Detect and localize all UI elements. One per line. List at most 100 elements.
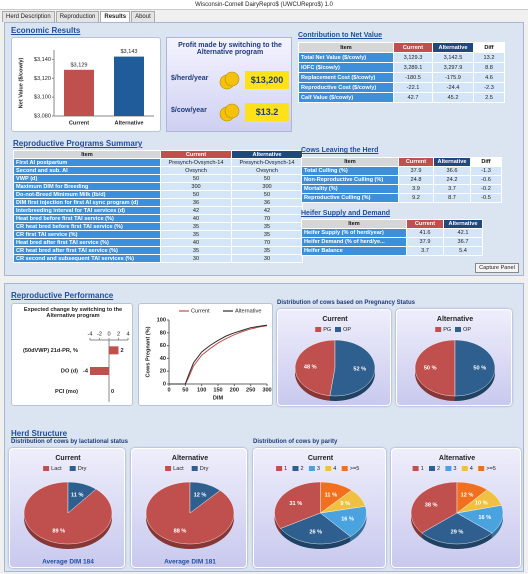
y-axis-label: Cows Pregnant (%) [145, 326, 151, 377]
table-cell: 42 [231, 206, 303, 215]
legend-label: OP [463, 327, 471, 333]
table-cell: 36 [231, 198, 303, 207]
slice-label: 12 % [461, 492, 474, 498]
table-cell: -180.5 [393, 72, 433, 83]
table-cell: Presynch-Ovsynch-14 [160, 158, 232, 167]
section-heading: Reproductive Performance [11, 291, 114, 300]
table-row: CR second and subsequent TAI services (%… [13, 254, 303, 263]
profit-value: $13.2 [245, 103, 289, 121]
legend-label: 3 [317, 466, 320, 472]
tab[interactable]: Reproduction [55, 11, 100, 22]
row-label: Mortality (%) [301, 184, 399, 194]
legend-swatch [315, 327, 322, 332]
table-cell: 35 [231, 230, 303, 239]
legend-label: 2 [437, 466, 440, 472]
chart [219, 71, 240, 90]
table-cell: 8.7 [433, 193, 471, 203]
row-label: Total Culling (%) [301, 166, 399, 176]
row-label: Total Net Value ($/cow/y) [298, 52, 394, 63]
legend-swatch [69, 466, 76, 471]
pie-slice [414, 339, 456, 397]
legend-label: 3 [453, 466, 456, 472]
table-cell: -2.3 [473, 82, 505, 93]
tab[interactable]: About [131, 11, 155, 22]
legend-swatch [325, 466, 332, 471]
legend-label: 4 [470, 466, 473, 472]
chart: 0 20 40 60 80 100 0 50 100 150 200 250 300 DIM Cows Pr… [145, 308, 271, 401]
pie-slice [454, 339, 496, 397]
chart-box: $3,080 $3,100 $3,120 $3,140 Net Value ($/cow… [11, 37, 161, 132]
column-header: Current [398, 157, 434, 167]
pie-title: Current [55, 455, 81, 462]
legend-label: >=5 [350, 466, 360, 472]
bar [90, 367, 109, 375]
legend-swatch [412, 466, 419, 471]
column-header: Item [13, 150, 161, 159]
coin-icon [224, 103, 240, 119]
table-cell: -0.5 [470, 193, 502, 203]
y-tick-label: $3,120 [34, 76, 51, 82]
table-row: CR heat bred before first TAI service (%… [13, 222, 303, 231]
profit-value: $13,200 [245, 71, 289, 89]
legend-label: 2 [301, 466, 304, 472]
section-title: Distribution of cows by lactational stat… [11, 439, 129, 445]
slice-label: 11 % [325, 493, 337, 499]
column-header: Current [160, 150, 232, 159]
row-label: Heifer Demand (% of herd/ye... [301, 237, 407, 247]
chart: Alternative PG OP 50 % 50 % [414, 316, 496, 401]
x-tick-label: 300 [262, 387, 271, 393]
slice-label: 89 % [52, 529, 65, 535]
pie-title: Alternative [439, 455, 475, 462]
y-tick-label: 60 [160, 343, 166, 349]
pie-title: Alternative [172, 455, 208, 462]
table-row: Heat bred after first TAI service (%) 40 7… [13, 238, 303, 247]
table-cell: Ovsynch [231, 166, 303, 175]
legend-swatch [455, 327, 461, 332]
table-cell: 3,142.5 [432, 52, 474, 63]
row-label: Calf Value ($/cow/y) [298, 92, 394, 103]
profit-label: $/cow/year [171, 107, 207, 114]
tab[interactable]: Herd Description [2, 11, 55, 22]
table-row: Mortality (%) 3.9 3.7 -0.2 [301, 184, 502, 194]
value-label: $3,129 [70, 62, 87, 68]
table-cell: 3,129.3 [393, 52, 433, 63]
tab-bar: Herd Description Reproduction Results About [2, 11, 302, 22]
column-header: Alternative [432, 42, 474, 53]
table-row: Replacement Cost ($/cow/y) -180.5 -175.9 4.… [298, 72, 505, 83]
table-row: DIM first injection for first AI sync pr… [13, 198, 303, 207]
tab[interactable]: Results [100, 11, 131, 22]
x-tick-label: 100 [197, 387, 206, 393]
coin-icon [224, 71, 240, 87]
table-cell: -1.3 [470, 166, 502, 176]
capture-button[interactable]: Capture Panel [475, 263, 519, 273]
legend-swatch [341, 466, 348, 471]
legend-swatch [429, 466, 435, 471]
row-label: Heat bred after first TAI service (%) [13, 238, 161, 247]
slice-label: 9 % [340, 501, 350, 507]
row-label: DIM first injection for first AI sync pr… [13, 198, 161, 207]
table-cell: 36.6 [433, 166, 471, 176]
line-series [169, 325, 268, 385]
row-label: Reproductive Culling (%) [301, 193, 399, 203]
section-title: Distribution of cows by parity [253, 439, 338, 445]
table-cell: -0.6 [470, 175, 502, 185]
legend-label: PG [323, 327, 331, 333]
table-row: Interbreeding interval for TAI services … [13, 206, 303, 215]
chart: $3,080 $3,100 $3,120 $3,140 Net Value ($/cow… [18, 49, 154, 126]
slice-label: 50 % [424, 365, 437, 371]
table-cell: 50 [231, 190, 303, 199]
table-cell: 36 [160, 198, 232, 207]
section-heading: Economic Results [11, 26, 81, 35]
bar [64, 69, 94, 116]
data-table: Item Current Alternative Diff Total Culling … [301, 157, 502, 203]
legend-label: Alternative [235, 308, 261, 314]
table-row: Reproductive Culling (%) 9.2 8.7 -0.5 [301, 193, 502, 203]
slice-label: 88 % [174, 528, 187, 534]
chart [219, 103, 240, 122]
table-cell: 5.4 [443, 246, 483, 256]
table-cell: 40 [160, 214, 232, 223]
table-row: Reproductive Cost ($/cow/y) -22.1 -24.4 -2.… [298, 82, 505, 93]
row-label: CR second and subsequent TAI services (%… [13, 254, 161, 263]
column-header: Alternative [443, 219, 483, 229]
slice-label: 26 % [309, 529, 322, 535]
